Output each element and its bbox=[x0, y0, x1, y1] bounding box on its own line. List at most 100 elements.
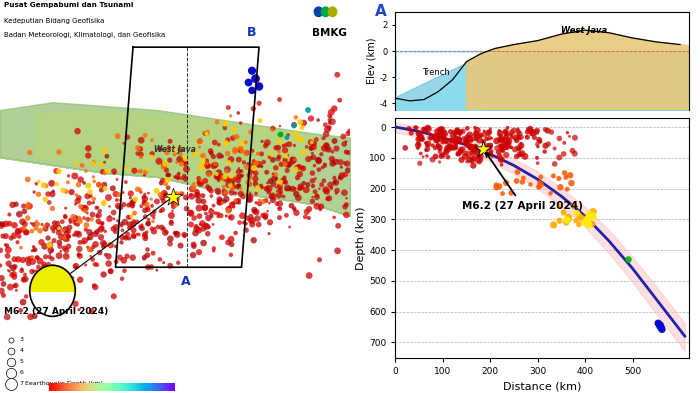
Point bbox=[271, 200, 282, 207]
Point bbox=[342, 130, 354, 137]
Point bbox=[211, 119, 223, 125]
Point bbox=[201, 130, 212, 137]
Point bbox=[491, 184, 502, 191]
Point bbox=[208, 245, 219, 252]
Point bbox=[103, 195, 114, 201]
Point bbox=[114, 254, 125, 261]
Point bbox=[223, 160, 235, 166]
Point bbox=[31, 268, 42, 274]
Point bbox=[502, 140, 513, 146]
Point bbox=[300, 214, 311, 220]
Point bbox=[309, 162, 320, 169]
Point bbox=[434, 146, 445, 152]
Point bbox=[532, 141, 543, 147]
Point bbox=[142, 246, 153, 253]
Point bbox=[319, 161, 330, 167]
Point bbox=[62, 233, 74, 240]
Point bbox=[168, 204, 179, 210]
Point bbox=[181, 166, 192, 172]
Point bbox=[466, 138, 477, 144]
Point bbox=[9, 256, 20, 263]
Point bbox=[415, 151, 426, 157]
Point bbox=[124, 225, 135, 231]
Point bbox=[253, 221, 265, 228]
Text: 5: 5 bbox=[20, 360, 23, 364]
Point bbox=[329, 105, 340, 112]
Point bbox=[248, 158, 260, 164]
Point bbox=[231, 198, 242, 205]
Point bbox=[483, 130, 494, 136]
Point bbox=[60, 214, 71, 220]
Point bbox=[155, 180, 167, 186]
Point bbox=[281, 141, 292, 148]
Point bbox=[228, 126, 239, 132]
Point bbox=[226, 189, 237, 196]
Point bbox=[74, 307, 85, 313]
Point bbox=[438, 134, 449, 140]
Point bbox=[241, 150, 252, 156]
Point bbox=[313, 158, 324, 164]
Point bbox=[136, 203, 147, 209]
Point bbox=[186, 186, 197, 192]
Point bbox=[5, 348, 16, 354]
Point bbox=[104, 213, 116, 220]
Point bbox=[237, 193, 248, 200]
Point bbox=[178, 173, 190, 179]
Point bbox=[444, 143, 456, 150]
Point bbox=[230, 190, 241, 196]
Point bbox=[91, 205, 102, 211]
Point bbox=[521, 134, 532, 140]
Point bbox=[136, 222, 148, 228]
Point bbox=[198, 226, 209, 232]
Point bbox=[514, 135, 526, 141]
Point bbox=[465, 145, 476, 151]
Point bbox=[288, 122, 300, 128]
Point bbox=[34, 228, 46, 234]
Point bbox=[245, 166, 256, 173]
Point bbox=[297, 165, 308, 171]
Point bbox=[341, 195, 352, 201]
Point bbox=[282, 185, 293, 191]
Point bbox=[424, 126, 435, 132]
Point bbox=[172, 174, 183, 180]
Point bbox=[202, 231, 214, 237]
Point bbox=[129, 167, 140, 174]
Point bbox=[185, 192, 196, 198]
Point bbox=[119, 219, 130, 225]
Point bbox=[93, 182, 104, 188]
Point bbox=[298, 180, 309, 186]
Point bbox=[222, 166, 233, 173]
Point bbox=[470, 136, 482, 142]
Point bbox=[36, 221, 48, 228]
Point bbox=[28, 268, 39, 274]
Point bbox=[574, 213, 585, 220]
Point bbox=[220, 140, 232, 147]
Point bbox=[568, 203, 580, 209]
Point bbox=[166, 219, 177, 225]
Point bbox=[41, 222, 52, 228]
Point bbox=[13, 229, 24, 235]
Point bbox=[73, 252, 84, 258]
Point bbox=[471, 150, 482, 156]
Point bbox=[461, 137, 472, 143]
Point bbox=[160, 192, 172, 198]
Point bbox=[303, 215, 314, 221]
Point bbox=[267, 197, 279, 203]
Point bbox=[244, 172, 255, 178]
Point bbox=[89, 283, 100, 289]
Point bbox=[168, 193, 179, 199]
Point bbox=[274, 154, 285, 160]
Point bbox=[110, 229, 121, 235]
Point bbox=[83, 182, 94, 189]
Point bbox=[112, 218, 123, 224]
Point bbox=[234, 173, 246, 180]
Point bbox=[142, 205, 153, 211]
Point bbox=[500, 128, 511, 134]
Point bbox=[450, 140, 461, 146]
Point bbox=[334, 174, 345, 181]
Point bbox=[89, 178, 100, 185]
Point bbox=[268, 181, 279, 187]
Point bbox=[135, 154, 146, 160]
Point bbox=[280, 153, 291, 159]
Point bbox=[230, 230, 241, 236]
